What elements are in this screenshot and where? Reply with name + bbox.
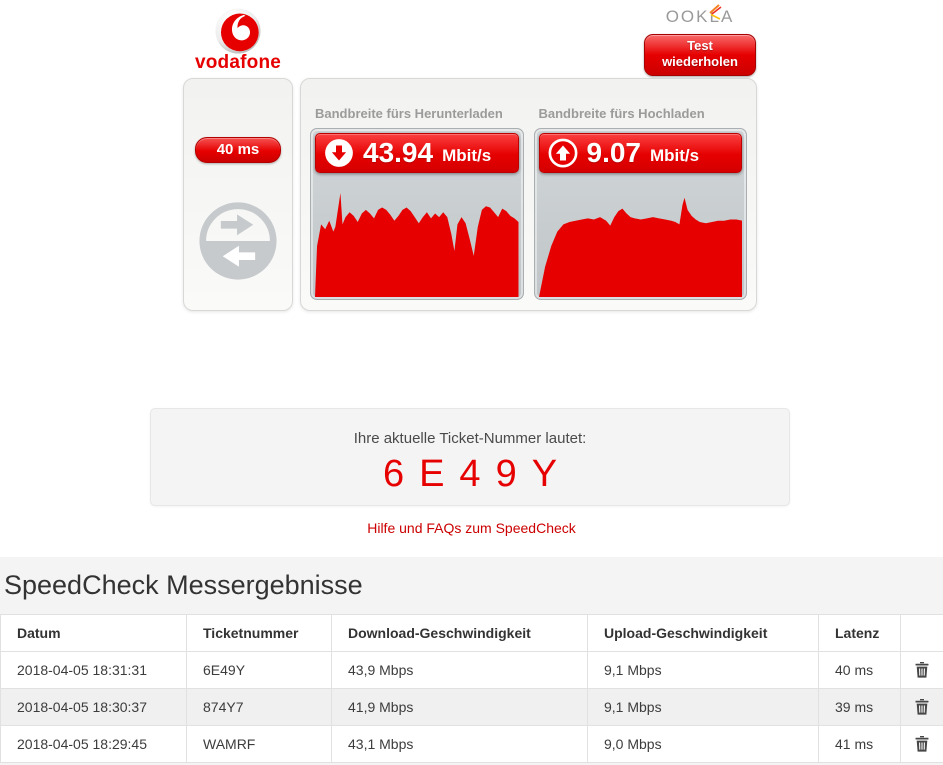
ookla-logo: OOKLA [665, 4, 735, 27]
cell-ticket: 6E49Y [186, 651, 332, 689]
download-value: 43.94 [363, 137, 434, 168]
ticket-label: Ihre aktuelle Ticket-Nummer lautet: [353, 430, 587, 447]
cell-latenz: 39 ms [818, 688, 901, 726]
ookla-k-stripes-icon [709, 4, 722, 20]
cell-latenz: 40 ms [818, 651, 901, 689]
table-row: 2018-04-05 18:30:37 874Y7 41,9 Mbps 9,1 … [0, 688, 943, 726]
ping-value-badge: 40 ms [195, 137, 281, 163]
download-arrow-icon [325, 139, 353, 167]
cell-download: 41,9 Mbps [331, 688, 588, 726]
upload-gauge: Bandbreite fürs Hochladen 9.07 Mbit/s [533, 106, 747, 310]
delete-row-button[interactable] [909, 695, 935, 719]
cell-upload: 9,1 Mbps [587, 688, 819, 726]
ticket-box: Ihre aktuelle Ticket-Nummer lautet: 6E49… [150, 408, 790, 506]
download-unit: Mbit/s [442, 146, 492, 165]
retest-button[interactable]: Test wiederholen [644, 34, 756, 76]
cell-datum: 2018-04-05 18:30:37 [0, 688, 187, 726]
ticket-number: 6E49Y [382, 453, 573, 495]
cell-datum: 2018-04-05 18:31:31 [0, 651, 187, 689]
trash-icon [915, 662, 929, 678]
download-banner: 43.94 Mbit/s [315, 133, 519, 173]
upload-arrow-icon [548, 138, 577, 168]
trash-icon [915, 699, 929, 715]
ping-arrows-icon [199, 202, 277, 280]
download-label: Bandbreite fürs Herunterladen [315, 106, 503, 121]
results-title: SpeedCheck Messergebnisse [4, 570, 363, 600]
cell-upload: 9,1 Mbps [587, 651, 819, 689]
column-header-datum: Datum [0, 614, 187, 652]
delete-row-button[interactable] [909, 658, 935, 682]
column-header-actions [900, 614, 943, 652]
upload-banner: 9.07 Mbit/s [538, 133, 742, 173]
bandwidth-panel: Bandbreite fürs Herunterladen 43.94 Mbit… [300, 78, 757, 311]
download-chart [315, 192, 519, 297]
upload-chart [538, 197, 742, 297]
download-gauge: Bandbreite fürs Herunterladen 43.94 Mbit… [310, 106, 524, 310]
retest-button-line2: wiederholen [662, 54, 738, 70]
vodafone-wordmark: vodafone [194, 52, 282, 73]
vodafone-speechmark-icon [215, 8, 261, 54]
column-header-ticketnummer: Ticketnummer [186, 614, 332, 652]
upload-label: Bandbreite fürs Hochladen [538, 106, 705, 121]
trash-icon [915, 736, 929, 752]
upload-value: 9.07 [586, 137, 642, 168]
column-header-latenz: Latenz [818, 614, 901, 652]
help-faq-link[interactable]: Hilfe und FAQs zum SpeedCheck [367, 520, 576, 536]
retest-button-line1: Test [687, 38, 713, 53]
cell-download: 43,9 Mbps [331, 651, 588, 689]
cell-ticket: 874Y7 [186, 688, 332, 726]
download-meter: 43.94 Mbit/s [310, 128, 524, 300]
upload-unit: Mbit/s [650, 146, 700, 165]
vodafone-logo: vodafone [192, 6, 284, 74]
table-row: 2018-04-05 18:31:31 6E49Y 43,9 Mbps 9,1 … [0, 651, 943, 689]
column-header-download: Download-Geschwindigkeit [331, 614, 588, 652]
table-row: 2018-04-05 18:29:45 WAMRF 43,1 Mbps 9,0 … [0, 725, 943, 763]
delete-row-button[interactable] [909, 732, 935, 756]
cell-datum: 2018-04-05 18:29:45 [0, 725, 187, 763]
results-table: Datum Ticketnummer Download-Geschwindigk… [0, 614, 943, 763]
upload-meter: 9.07 Mbit/s [533, 128, 747, 300]
table-header-row: Datum Ticketnummer Download-Geschwindigk… [0, 614, 943, 652]
cell-latenz: 41 ms [818, 725, 901, 763]
cell-upload: 9,0 Mbps [587, 725, 819, 763]
ookla-wordmark: OOKLA [665, 7, 735, 26]
column-header-upload: Upload-Geschwindigkeit [587, 614, 819, 652]
ping-panel: 40 ms [183, 78, 293, 311]
cell-ticket: WAMRF [186, 725, 332, 763]
results-section: SpeedCheck Messergebnisse Datum Ticketnu… [0, 557, 943, 765]
cell-download: 43,1 Mbps [331, 725, 588, 763]
